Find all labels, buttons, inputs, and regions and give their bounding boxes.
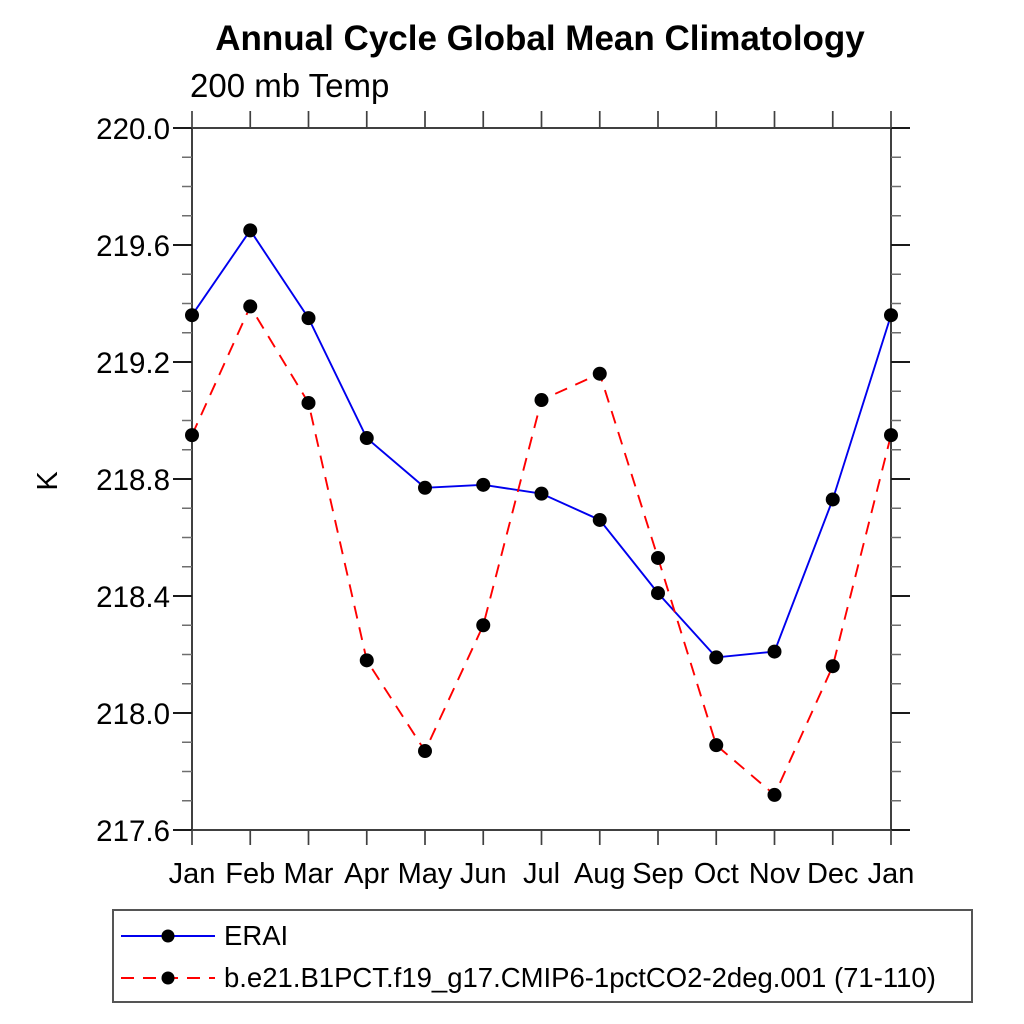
data-point bbox=[476, 618, 491, 633]
x-tick-label: Nov bbox=[749, 858, 801, 890]
data-point bbox=[185, 308, 199, 323]
legend-label-erai: ERAI bbox=[224, 920, 289, 951]
data-point bbox=[359, 653, 374, 668]
x-tick-label: May bbox=[398, 858, 453, 890]
data-point bbox=[534, 393, 549, 408]
y-tick-label: 219.6 bbox=[96, 230, 170, 263]
plot-frame bbox=[191, 127, 892, 831]
data-point bbox=[884, 428, 898, 443]
legend-item-model: b.e21.B1PCT.f19_g17.CMIP6-1pctCO2-2deg.0… bbox=[114, 957, 971, 999]
legend-item-erai: ERAI bbox=[114, 915, 971, 957]
y-tick-label: 218.4 bbox=[96, 581, 170, 614]
data-point bbox=[418, 480, 432, 495]
legend-line-sample-dashed bbox=[121, 971, 215, 985]
x-tick-label: Jan bbox=[169, 858, 216, 890]
x-tick-label: Mar bbox=[284, 858, 334, 890]
data-point bbox=[243, 223, 258, 238]
plot-area: 220.0 219.6 219.2 218.8 218.4 218.0 217.6 Jan Fe… bbox=[32, 111, 915, 890]
data-point bbox=[592, 366, 607, 381]
x-tick-label: Sep bbox=[632, 858, 684, 890]
data-point bbox=[651, 550, 665, 565]
data-point bbox=[534, 486, 549, 501]
data-point bbox=[767, 644, 782, 659]
x-tick-label: Oct bbox=[694, 858, 739, 890]
chart-subtitle: 200 mb Temp bbox=[190, 67, 390, 104]
legend: ERAI b.e21.B1PCT.f19_g17.CMIP6-1pctCO2-2… bbox=[112, 909, 973, 1003]
x-tick-label: Dec bbox=[807, 858, 859, 890]
x-tick-label: Apr bbox=[344, 858, 389, 890]
y-tick-label: 220.0 bbox=[96, 113, 170, 146]
data-point bbox=[185, 428, 199, 443]
x-tick-label: Feb bbox=[225, 858, 275, 890]
series-line-0 bbox=[191, 228, 892, 659]
legend-line-sample-solid bbox=[121, 929, 215, 943]
data-point bbox=[359, 431, 374, 446]
data-point bbox=[825, 659, 840, 674]
x-tick-label: Jun bbox=[460, 858, 507, 890]
y-axis-label: K bbox=[32, 471, 64, 491]
x-tick-label: Aug bbox=[574, 858, 626, 890]
data-point bbox=[301, 395, 316, 410]
y-tick-label: 218.0 bbox=[96, 698, 170, 731]
data-point bbox=[243, 299, 258, 314]
data-point bbox=[651, 586, 665, 601]
data-point bbox=[418, 744, 432, 759]
data-point bbox=[767, 787, 782, 802]
data-point bbox=[476, 477, 491, 492]
data-point bbox=[709, 650, 724, 665]
data-point bbox=[709, 738, 724, 753]
y-tick-label: 217.6 bbox=[96, 815, 170, 848]
x-tick-label: Jul bbox=[523, 858, 560, 890]
data-point bbox=[301, 311, 316, 326]
legend-label-model: b.e21.B1PCT.f19_g17.CMIP6-1pctCO2-2deg.0… bbox=[224, 962, 936, 993]
y-tick-label: 218.8 bbox=[96, 464, 170, 497]
data-point bbox=[884, 308, 898, 323]
x-tick-label: Jan bbox=[868, 858, 915, 890]
chart-title: Annual Cycle Global Mean Climatology bbox=[215, 19, 865, 58]
data-point bbox=[825, 492, 840, 507]
y-tick-label: 219.2 bbox=[96, 347, 170, 380]
data-point bbox=[592, 512, 607, 527]
series-line-1 bbox=[191, 304, 892, 797]
